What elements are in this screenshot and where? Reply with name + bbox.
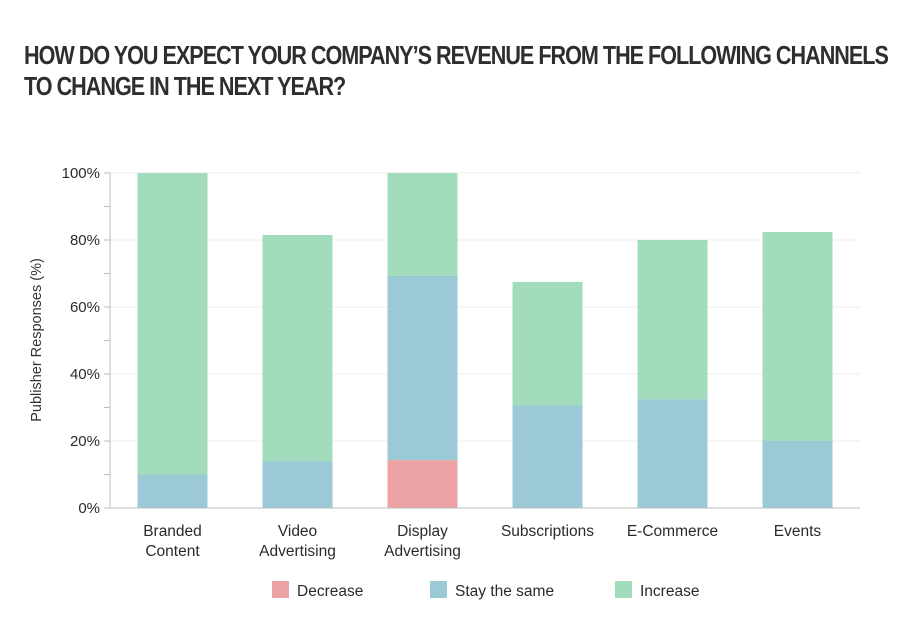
y-axis-label: Publisher Responses (%) <box>29 258 45 422</box>
bar-segment-increase <box>637 240 708 400</box>
y-tick-label: 60% <box>70 299 100 316</box>
bar-segment-increase <box>137 173 208 475</box>
legend-label: Stay the same <box>455 583 554 600</box>
gridlines <box>110 172 860 442</box>
bar-segment-stay-the-same <box>762 441 833 508</box>
x-tick-labels: Branded Content Video Advertising Display Adv… <box>143 523 821 560</box>
chart-title-line-2: TO CHANGE IN THE NEXT YEAR? <box>24 71 346 101</box>
legend-swatch <box>430 581 447 598</box>
x-tick-label: Branded Content <box>143 523 202 560</box>
axes <box>104 172 860 509</box>
bar-segment-stay-the-same <box>262 461 333 508</box>
y-tick-label: 40% <box>70 366 100 383</box>
bar-segment-increase <box>262 234 333 462</box>
bar-segment-increase <box>387 173 458 276</box>
y-tick-label: 100% <box>62 165 100 182</box>
x-tick-label: Display Advertising <box>384 523 461 560</box>
legend-swatch <box>615 581 632 598</box>
bar-segment-increase <box>512 281 583 406</box>
x-tick-label: Events <box>774 523 822 540</box>
legend-label: Increase <box>640 583 699 600</box>
y-tick-label: 80% <box>70 232 100 249</box>
bars <box>137 173 833 508</box>
y-tick-label: 0% <box>78 500 100 517</box>
chart-title: HOW DO YOU EXPECT YOUR COMPANY’S REVENUE… <box>24 40 889 102</box>
bar-segment-increase <box>762 231 833 441</box>
chart-title-line-1: HOW DO YOU EXPECT YOUR COMPANY’S REVENUE… <box>24 40 889 70</box>
bar-segment-decrease <box>387 460 458 508</box>
x-tick-label: E-Commerce <box>627 523 718 540</box>
y-tick-label: 20% <box>70 433 100 450</box>
bar-segment-stay-the-same <box>137 474 208 508</box>
bar-segment-stay-the-same <box>637 399 708 508</box>
legend: Decrease Stay the same Increase <box>272 581 699 600</box>
y-tick-labels: 0% 20% 40% 60% 80% 100% <box>62 165 100 517</box>
x-tick-label: Subscriptions <box>501 523 594 540</box>
bar-segment-stay-the-same <box>387 275 458 461</box>
bar-segment-stay-the-same <box>512 405 583 508</box>
legend-swatch <box>272 581 289 598</box>
x-tick-label: Video Advertising <box>259 523 336 560</box>
legend-label: Decrease <box>297 583 363 600</box>
